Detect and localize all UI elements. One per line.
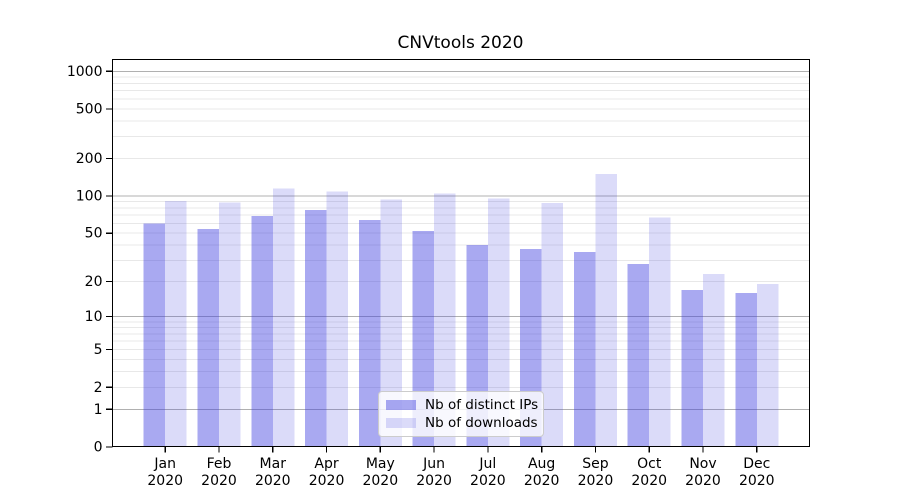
bar-downloads-aug <box>541 202 564 447</box>
bar-downloads-apr <box>326 191 349 447</box>
bar-distinct-ips-oct <box>627 263 650 447</box>
y-tick-label: 20 <box>85 274 103 290</box>
bar-downloads-jan <box>165 201 187 447</box>
x-tick-label-month: Nov <box>689 456 716 472</box>
bar-downloads-jun <box>434 193 456 447</box>
x-tick-label-year: 2020 <box>201 473 237 489</box>
y-tick-label: 100 <box>76 189 103 205</box>
bar-distinct-ips-mar <box>251 215 273 447</box>
x-tick-label-year: 2020 <box>524 473 560 489</box>
y-tick-label: 1 <box>94 402 103 418</box>
bar-downloads-jul <box>487 198 510 447</box>
legend-swatch-downloads <box>386 418 416 428</box>
x-tick-label-month: Dec <box>743 456 770 472</box>
bar-distinct-ips-dec <box>735 292 757 447</box>
x-tick-label-month: Feb <box>207 456 232 472</box>
chart-title: CNVtools 2020 <box>397 33 524 53</box>
bar-downloads-sep <box>595 173 617 447</box>
legend: Nb of distinct IPs Nb of downloads <box>378 391 544 437</box>
y-tick-label: 200 <box>76 151 103 167</box>
bar-downloads-nov <box>703 274 725 447</box>
x-tick-label-year: 2020 <box>578 473 614 489</box>
x-tick-label-year: 2020 <box>147 473 183 489</box>
bar-distinct-ips-jan <box>143 223 166 447</box>
bar-downloads-oct <box>649 217 671 447</box>
x-tick-label-month: Mar <box>260 456 287 472</box>
bar-downloads-mar <box>272 188 295 447</box>
legend-swatch-distinct-ips <box>386 400 416 410</box>
x-tick-label-year: 2020 <box>255 473 291 489</box>
x-tick-label-month: Jun <box>422 456 445 472</box>
legend-label-downloads: Nb of downloads <box>425 415 538 431</box>
bar-downloads-feb <box>218 202 241 447</box>
x-tick-label-year: 2020 <box>685 473 721 489</box>
x-tick-label-year: 2020 <box>362 473 398 489</box>
y-tick-label: 2 <box>94 380 103 396</box>
legend-label-distinct-ips: Nb of distinct IPs <box>425 397 539 413</box>
x-tick-label-year: 2020 <box>470 473 506 489</box>
y-tick-label: 50 <box>85 226 103 242</box>
bar-downloads-dec <box>756 284 779 447</box>
x-tick-label-year: 2020 <box>309 473 345 489</box>
x-tick-label-month: Jul <box>478 456 496 472</box>
bar-distinct-ips-sep <box>573 252 596 447</box>
x-tick-label-month: Jan <box>153 456 176 472</box>
y-tick-label: 500 <box>76 101 103 117</box>
x-tick-label-month: May <box>366 456 395 472</box>
x-tick-label-year: 2020 <box>416 473 452 489</box>
x-tick-label-month: Sep <box>582 456 609 472</box>
y-tick-label: 0 <box>94 440 103 456</box>
bar-distinct-ips-nov <box>681 289 703 447</box>
x-tick-label-year: 2020 <box>631 473 667 489</box>
x-tick-label-month: Oct <box>637 456 662 472</box>
x-tick-label-year: 2020 <box>739 473 775 489</box>
legend-item-distinct-ips: Nb of distinct IPs <box>386 397 539 413</box>
axes-frame <box>111 58 811 448</box>
bar-downloads-may <box>380 199 402 447</box>
x-tick-label-month: Apr <box>314 456 338 472</box>
bar-distinct-ips-apr <box>305 210 327 447</box>
bar-distinct-ips-feb <box>197 229 219 447</box>
y-tick-label: 10 <box>85 309 103 325</box>
x-tick-label-month: Aug <box>528 456 555 472</box>
y-tick-label: 5 <box>94 342 103 358</box>
bar-distinct-ips-may <box>358 220 381 447</box>
legend-item-downloads: Nb of downloads <box>386 415 538 431</box>
y-tick-label: 1000 <box>67 64 103 80</box>
